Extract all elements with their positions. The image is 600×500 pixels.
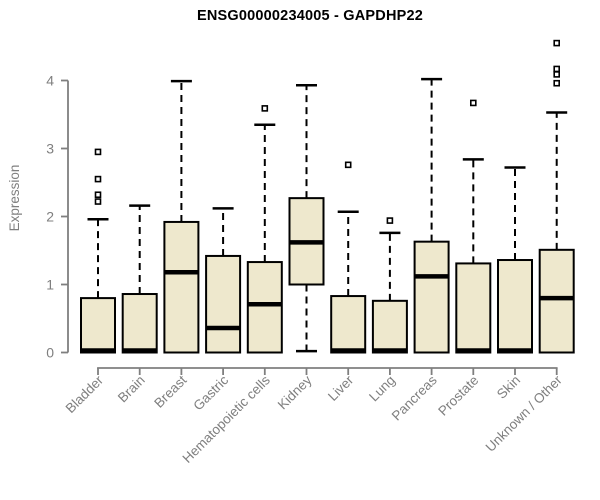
y-tick-label: 3 — [46, 141, 54, 157]
outlier-prostate-0 — [469, 99, 477, 107]
y-tick-label: 0 — [46, 345, 54, 361]
x-tick-label-kidney: Kidney — [275, 372, 315, 412]
box-breast — [163, 220, 200, 354]
x-tick-label-breast: Breast — [151, 372, 189, 410]
outlier-unknown-other-0 — [553, 39, 561, 47]
x-tick-label-pancreas: Pancreas — [389, 372, 440, 423]
box-unknown-other — [538, 248, 575, 354]
outlier-bladder-3 — [94, 198, 102, 205]
box-hematopoietic-cells — [246, 261, 283, 354]
box-skin — [497, 259, 533, 354]
chart-title: ENSG00000234005 - GAPDHP22 — [196, 8, 424, 24]
box-lung — [371, 299, 408, 354]
x-tick-label-prostate: Prostate — [435, 373, 481, 419]
box-brain — [121, 293, 158, 354]
outlier-bladder-0 — [94, 148, 102, 156]
x-tick-label-unknown-other: Unknown / Other — [483, 372, 566, 455]
outlier-bladder-1 — [94, 175, 102, 183]
outlier-hematopoietic-cells-0 — [261, 105, 269, 112]
x-tick-label-bladder: Bladder — [63, 372, 107, 416]
x-tick-label-lung: Lung — [366, 373, 398, 405]
x-tick-label-gastric: Gastric — [190, 372, 231, 413]
outlier-unknown-other-3 — [553, 79, 561, 87]
y-tick-label: 2 — [46, 209, 54, 225]
x-tick-label-skin: Skin — [494, 373, 523, 402]
x-tick-label-brain: Brain — [115, 373, 148, 406]
box-gastric — [205, 254, 242, 354]
x-tick-label-liver: Liver — [325, 372, 357, 404]
box-prostate — [455, 262, 492, 354]
box-pancreas — [413, 240, 450, 354]
outlier-bladder-2 — [94, 191, 102, 199]
box-liver — [330, 295, 367, 354]
y-tick-label: 4 — [46, 73, 54, 89]
outlier-lung-0 — [386, 217, 394, 224]
y-tick-label: 1 — [46, 277, 54, 293]
outlier-unknown-other-1 — [553, 65, 561, 73]
box-bladder — [80, 297, 116, 354]
outlier-liver-0 — [344, 161, 352, 169]
outlier-unknown-other-2 — [553, 71, 561, 78]
